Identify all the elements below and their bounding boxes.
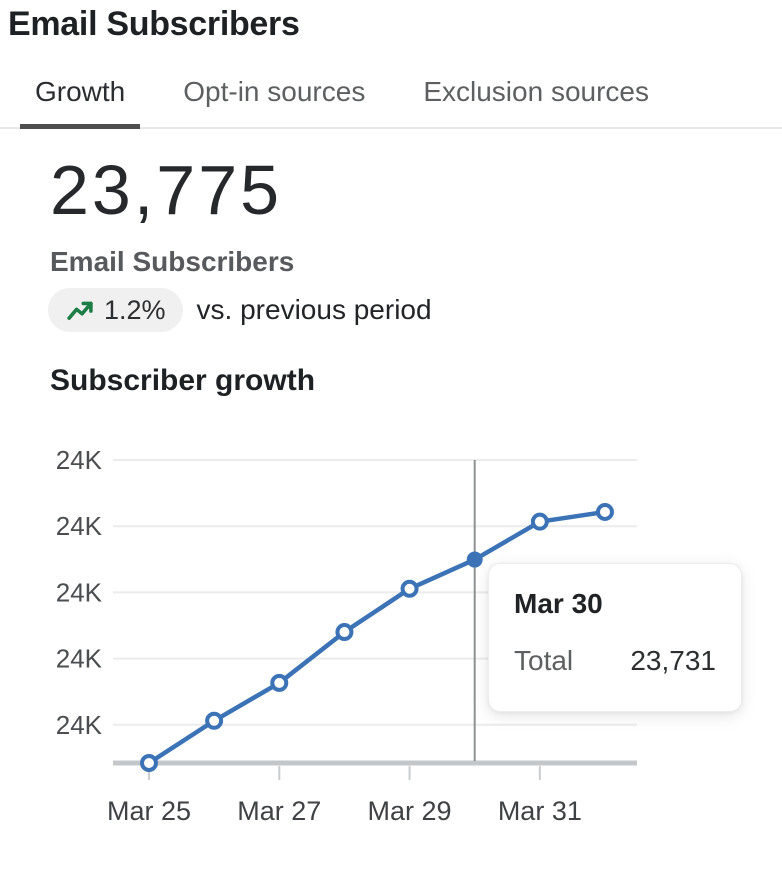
- y-axis-tick-label: 24K: [56, 445, 103, 475]
- tab-growth[interactable]: Growth: [20, 70, 141, 129]
- subscriber-total-value: 23,775: [50, 151, 283, 229]
- page-title: Email Subscribers: [8, 5, 300, 43]
- data-point-mar-29[interactable]: [400, 579, 419, 598]
- tooltip-series-label: Total: [514, 644, 574, 676]
- data-point-mar-26[interactable]: [205, 711, 224, 730]
- x-axis-tick-label: Mar 25: [107, 796, 191, 826]
- data-point-mar-31[interactable]: [530, 512, 549, 531]
- x-axis-tick-label: Mar 29: [368, 796, 452, 826]
- tab-opt-in-sources[interactable]: Opt-in sources: [168, 70, 380, 127]
- data-point-mar-25[interactable]: [140, 754, 158, 772]
- tooltip-date: Mar 30: [514, 588, 603, 619]
- tab-exclusion-sources-label: Exclusion sources: [423, 76, 649, 107]
- y-axis-tick-label: 24K: [56, 577, 103, 607]
- active-tab-underline: [20, 124, 141, 129]
- x-axis-tick-label: Mar 27: [237, 796, 321, 826]
- data-point-apr-1[interactable]: [595, 502, 614, 521]
- change-badge: 1.2%: [48, 288, 183, 332]
- x-axis-tick-label: Mar 31: [498, 796, 582, 826]
- subscriber-growth-line: [146, 509, 608, 766]
- tab-exclusion-sources[interactable]: Exclusion sources: [408, 70, 664, 127]
- data-point-mar-28[interactable]: [335, 623, 354, 642]
- tab-opt-in-sources-label: Opt-in sources: [183, 76, 366, 107]
- data-point-mar-27[interactable]: [270, 673, 289, 692]
- subscriber-growth-chart: 24K 24K 24K 24K 24K Mar 25 Mar 27 Mar 29 Mar 31 …: [0, 440, 782, 872]
- change-percent: 1.2%: [104, 294, 166, 325]
- growth-chart-svg[interactable]: 24K 24K 24K 24K 24K Mar 25 Mar 27 Mar 29 Mar 31: [0, 440, 782, 872]
- tooltip-row: Total 23,731: [514, 645, 716, 677]
- y-axis-tick-label: 24K: [56, 710, 103, 740]
- comparison-text: vs. previous period: [196, 294, 432, 325]
- chart-section-title: Subscriber growth: [50, 364, 316, 397]
- tab-bar: Growth Opt-in sources Exclusion sources: [0, 70, 782, 129]
- chart-tooltip: Mar 30 Total 23,731: [488, 563, 742, 712]
- y-axis-tick-label: 24K: [56, 511, 103, 541]
- y-axis-tick-label: 24K: [56, 644, 103, 674]
- metric-change-row: 1.2% vs. previous period: [48, 288, 432, 332]
- tooltip-series-value: 23,731: [630, 644, 716, 676]
- tab-growth-label: Growth: [35, 76, 126, 107]
- trend-up-icon: [65, 296, 95, 324]
- subscriber-total-label: Email Subscribers: [50, 246, 295, 277]
- data-point-mar-30-selected[interactable]: [466, 551, 483, 568]
